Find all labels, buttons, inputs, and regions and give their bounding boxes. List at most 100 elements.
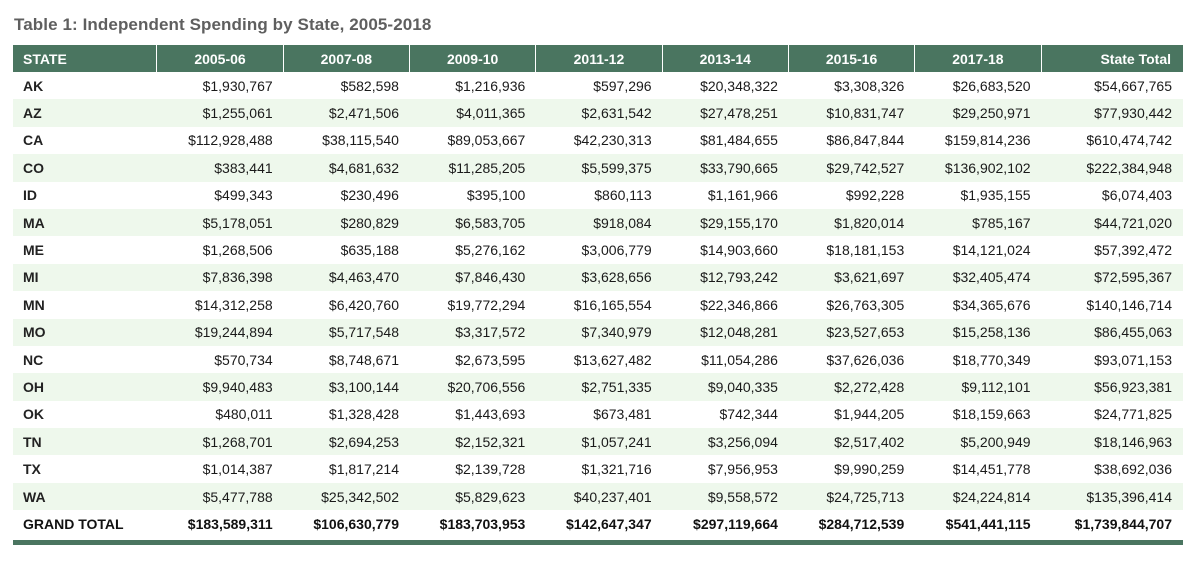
header-row: STATE 2005-06 2007-08 2009-10 2011-12 20… [13,45,1183,72]
amount-cell: $14,451,778 [915,455,1042,483]
amount-cell: $1,255,061 [157,99,284,127]
amount-cell: $1,935,155 [915,181,1042,209]
state-total-cell: $38,692,036 [1041,455,1183,483]
amount-cell: $25,342,502 [283,482,410,511]
amount-cell: $18,181,153 [788,236,916,264]
amount-cell: $18,770,349 [915,345,1042,374]
header-state: STATE [13,45,158,72]
amount-cell: $86,847,844 [788,126,916,155]
amount-cell: $12,793,242 [662,263,789,292]
amount-cell: $4,011,365 [409,99,537,127]
amount-cell: $22,346,866 [662,291,789,319]
amount-cell: $19,772,294 [409,291,537,319]
amount-cell: $159,814,236 [915,126,1042,155]
header-state-total: State Total [1041,45,1183,72]
amount-cell: $11,054,286 [662,345,789,374]
amount-cell: $18,159,663 [915,400,1042,429]
state-cell: MO [13,318,158,346]
amount-cell: $42,230,313 [536,126,663,155]
amount-cell: $635,188 [283,236,410,264]
amount-cell: $32,405,474 [915,263,1042,292]
amount-cell: $142,647,347 [536,510,663,538]
table-row: ME $1,268,506 $635,188 $5,276,162 $3,006,779… [13,236,1183,264]
amount-cell: $1,268,506 [157,236,284,264]
state-total-cell: $135,396,414 [1041,482,1183,511]
table-row: WA $5,477,788 $25,342,502 $5,829,623 $40,237… [13,482,1183,511]
table-row: TX $1,014,387 $1,817,214 $2,139,728 $1,321,7… [13,455,1183,483]
table-row: NC $570,734 $8,748,671 $2,673,595 $13,627,48… [13,345,1183,374]
amount-cell: $673,481 [536,400,663,429]
state-cell: AZ [13,99,158,127]
state-cell: WA [13,482,158,511]
amount-cell: $5,477,788 [157,482,284,511]
amount-cell: $34,365,676 [915,291,1042,319]
spending-table: STATE 2005-06 2007-08 2009-10 2011-12 20… [13,45,1183,538]
table-row: CA $112,928,488 $38,115,540 $89,053,667 $42,… [13,126,1183,155]
amount-cell: $183,589,311 [157,510,284,538]
amount-cell: $8,748,671 [283,345,410,374]
header-2007-08: 2007-08 [283,45,410,72]
amount-cell: $918,084 [536,208,663,237]
amount-cell: $2,694,253 [283,428,410,456]
amount-cell: $1,820,014 [788,208,916,237]
header-2015-16: 2015-16 [788,45,916,72]
amount-cell: $5,200,949 [915,428,1042,456]
amount-cell: $183,703,953 [409,510,537,538]
state-total-cell: $72,595,367 [1041,263,1183,292]
table-row: OH $9,940,483 $3,100,144 $20,706,556 $2,751,… [13,373,1183,401]
amount-cell: $383,441 [157,154,284,182]
state-total-cell: $57,392,472 [1041,236,1183,264]
state-cell: ME [13,236,158,264]
amount-cell: $106,630,779 [283,510,410,538]
amount-cell: $284,712,539 [788,510,916,538]
amount-cell: $992,228 [788,181,916,209]
amount-cell: $280,829 [283,208,410,237]
amount-cell: $136,902,102 [915,154,1042,182]
table-row: ID $499,343 $230,496 $395,100 $860,113 $1,161… [13,181,1183,209]
amount-cell: $38,115,540 [283,126,410,155]
amount-cell: $2,152,321 [409,428,537,456]
amount-cell: $3,628,656 [536,263,663,292]
table-row: MA $5,178,051 $280,829 $6,583,705 $918,084 $2… [13,208,1183,237]
amount-cell: $1,443,693 [409,400,537,429]
amount-cell: $9,940,483 [157,373,284,401]
amount-cell: $9,990,259 [788,455,916,483]
amount-cell: $3,308,326 [788,72,916,100]
amount-cell: $5,178,051 [157,208,284,237]
amount-cell: $5,829,623 [409,482,537,511]
amount-cell: $1,014,387 [157,455,284,483]
amount-cell: $230,496 [283,181,410,209]
amount-cell: $10,831,747 [788,99,916,127]
amount-cell: $6,420,760 [283,291,410,319]
amount-cell: $2,673,595 [409,345,537,374]
header-2013-14: 2013-14 [662,45,789,72]
state-cell: OH [13,373,158,401]
state-total-cell: $56,923,381 [1041,373,1183,401]
amount-cell: $89,053,667 [409,126,537,155]
amount-cell: $785,167 [915,208,1042,237]
header-2017-18: 2017-18 [915,45,1042,72]
amount-cell: $1,817,214 [283,455,410,483]
state-cell: GRAND TOTAL [13,510,158,538]
amount-cell: $3,100,144 [283,373,410,401]
amount-cell: $2,471,506 [283,99,410,127]
amount-cell: $37,626,036 [788,345,916,374]
state-cell: TN [13,428,158,456]
header-2005-06: 2005-06 [157,45,284,72]
state-cell: MI [13,263,158,292]
amount-cell: $597,296 [536,72,663,100]
amount-cell: $14,312,258 [157,291,284,319]
amount-cell: $112,928,488 [157,126,284,155]
amount-cell: $9,040,335 [662,373,789,401]
amount-cell: $81,484,655 [662,126,789,155]
amount-cell: $24,725,713 [788,482,916,511]
state-total-cell: $18,146,963 [1041,428,1183,456]
amount-cell: $1,321,716 [536,455,663,483]
state-total-cell: $1,739,844,707 [1041,510,1183,538]
amount-cell: $20,706,556 [409,373,537,401]
amount-cell: $2,139,728 [409,455,537,483]
state-total-cell: $44,721,020 [1041,208,1183,237]
amount-cell: $29,742,527 [788,154,916,182]
amount-cell: $26,683,520 [915,72,1042,100]
amount-cell: $20,348,322 [662,72,789,100]
